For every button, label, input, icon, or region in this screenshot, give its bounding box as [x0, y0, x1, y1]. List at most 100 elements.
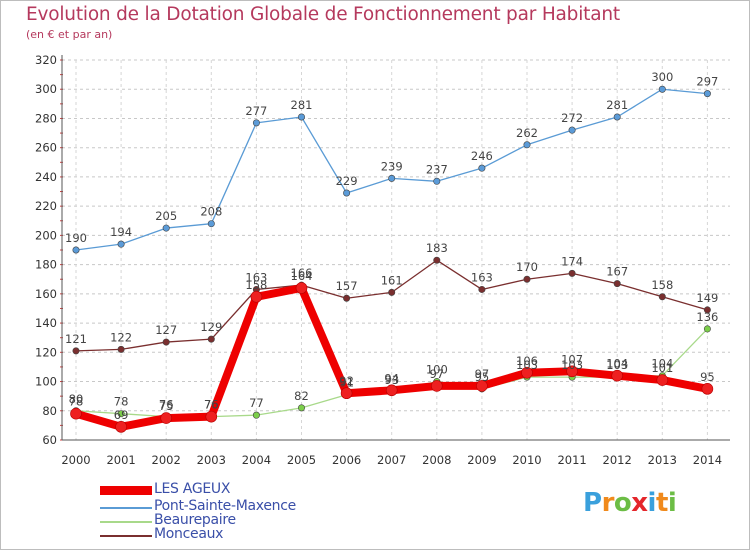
- data-label: 106: [516, 354, 538, 368]
- data-point: [207, 220, 215, 228]
- data-point: [658, 293, 666, 301]
- data-point: [523, 141, 531, 149]
- y-tick-label: 120: [35, 345, 57, 359]
- y-tick-label: 100: [35, 375, 57, 389]
- logo-letter: o: [613, 488, 632, 518]
- data-label: 163: [245, 270, 267, 284]
- legend-swatch-beaurepaire: [100, 521, 152, 523]
- proxiti-logo: Proxiti: [583, 488, 677, 518]
- data-point: [521, 366, 533, 379]
- x-tick-label: 2007: [377, 453, 406, 467]
- data-point: [476, 380, 488, 392]
- legend-swatch-monceaux: [100, 535, 152, 537]
- data-point: [701, 383, 714, 395]
- data-label: 158: [245, 278, 267, 292]
- x-tick-label: 2003: [197, 453, 226, 467]
- data-point: [295, 282, 308, 294]
- data-label: 237: [426, 162, 448, 176]
- data-point: [117, 240, 125, 248]
- data-label: 103: [606, 358, 628, 372]
- data-point: [478, 285, 486, 293]
- legend-swatch-les-ageux: [100, 486, 152, 495]
- data-label: 91: [339, 376, 354, 390]
- data-label: 136: [696, 310, 718, 324]
- data-label: 246: [471, 149, 493, 163]
- data-point: [340, 387, 353, 400]
- data-label: 239: [381, 159, 403, 173]
- logo-letter: P: [583, 488, 602, 518]
- data-point: [568, 269, 576, 277]
- x-tick-label: 2010: [512, 453, 541, 467]
- y-tick-label: 240: [35, 170, 57, 184]
- data-point: [207, 335, 215, 343]
- legend-item-les-ageux[interactable]: LES AGEUX: [100, 481, 360, 498]
- data-point: [385, 384, 398, 397]
- y-tick-label: 140: [35, 316, 57, 330]
- y-tick-label: 60: [42, 433, 57, 447]
- data-label: 281: [291, 98, 313, 112]
- data-label: 194: [110, 225, 132, 239]
- y-tick-label: 300: [35, 82, 57, 96]
- data-label: 122: [110, 330, 132, 344]
- data-label: 80: [69, 392, 84, 406]
- legend-item-beaurepaire[interactable]: Beaurepaire: [100, 512, 360, 529]
- data-point: [115, 421, 127, 433]
- data-point: [656, 374, 669, 386]
- data-label: 127: [155, 323, 177, 337]
- data-point: [72, 347, 80, 355]
- data-label: 107: [561, 352, 583, 366]
- data-label: 297: [696, 75, 718, 89]
- data-label: 78: [114, 395, 129, 409]
- data-label: 97: [429, 367, 444, 381]
- data-point: [658, 85, 666, 93]
- data-label: 121: [65, 332, 87, 346]
- data-label: 94: [384, 371, 399, 385]
- data-label: 170: [516, 260, 538, 274]
- y-tick-label: 180: [35, 258, 57, 272]
- x-tick-label: 2005: [287, 453, 316, 467]
- data-point: [117, 410, 125, 418]
- y-tick-label: 320: [35, 53, 57, 67]
- logo-letter: x: [631, 488, 648, 518]
- data-label: 76: [159, 398, 174, 412]
- data-label: 95: [700, 370, 715, 384]
- legend-swatch-pont-sainte-maxence: [100, 507, 152, 509]
- data-point: [613, 280, 621, 288]
- x-tick-label: 2006: [332, 453, 361, 467]
- data-label: 78: [69, 395, 84, 409]
- data-point: [388, 174, 396, 182]
- legend-label: LES AGEUX: [154, 481, 231, 497]
- x-tick-label: 2012: [603, 453, 632, 467]
- chart-title: Evolution de la Dotation Globale de Fonc…: [26, 4, 620, 25]
- data-label: 229: [336, 174, 358, 188]
- y-tick-label: 80: [42, 404, 57, 418]
- data-label: 104: [606, 357, 628, 371]
- legend-item-monceaux[interactable]: Monceaux: [100, 526, 360, 543]
- data-point: [703, 325, 711, 333]
- data-point: [72, 246, 80, 254]
- data-label: 93: [384, 373, 399, 387]
- data-label: 103: [516, 358, 538, 372]
- x-tick-label: 2008: [422, 453, 451, 467]
- data-label: 272: [561, 111, 583, 125]
- data-label: 69: [114, 408, 129, 422]
- data-point: [70, 407, 82, 420]
- data-label: 167: [606, 265, 628, 279]
- data-point: [205, 410, 218, 423]
- chart-subtitle: (en € et par an): [26, 28, 113, 41]
- data-point: [433, 256, 441, 264]
- data-point: [250, 290, 263, 303]
- data-point: [568, 126, 576, 134]
- data-label: 82: [294, 389, 309, 403]
- data-label: 300: [651, 70, 673, 84]
- logo-letter: i: [647, 488, 657, 518]
- data-point: [343, 189, 351, 197]
- data-label: 129: [200, 320, 222, 334]
- data-point: [162, 338, 170, 346]
- legend-item-pont-sainte-maxence[interactable]: Pont-Sainte-Maxence: [100, 498, 360, 515]
- data-point: [297, 113, 305, 121]
- data-point: [343, 294, 351, 302]
- data-point: [478, 164, 486, 172]
